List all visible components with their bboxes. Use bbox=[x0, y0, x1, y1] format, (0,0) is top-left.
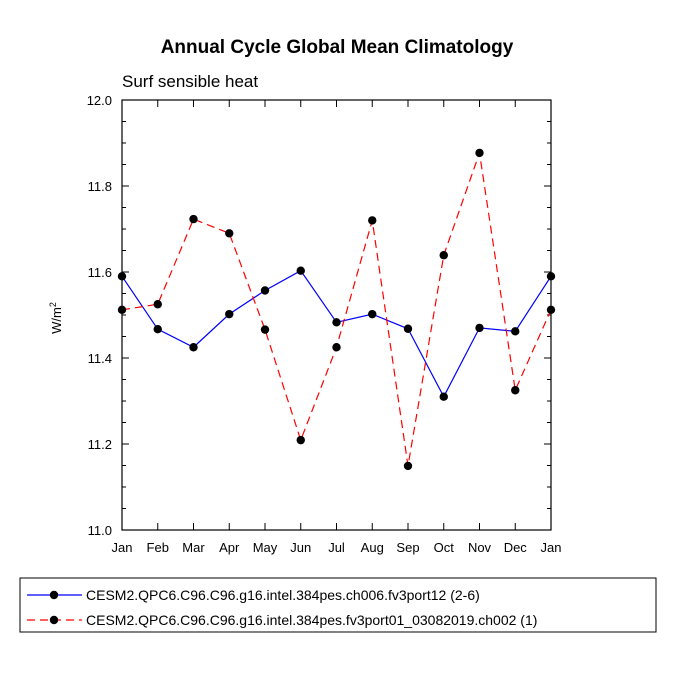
series-2-point bbox=[296, 435, 305, 445]
x-tick-label: Jan bbox=[541, 540, 562, 555]
legend: CESM2.QPC6.C96.C96.g16.intel.384pes.ch00… bbox=[19, 577, 657, 633]
series-1-point bbox=[511, 327, 520, 336]
series-group bbox=[117, 148, 556, 471]
plot-frame bbox=[121, 99, 552, 531]
x-tick-label: May bbox=[253, 540, 278, 555]
chart-subtitle: Surf sensible heat bbox=[122, 72, 258, 91]
y-tick-label: 11.4 bbox=[88, 351, 112, 366]
series-2-point bbox=[153, 300, 162, 309]
x-tick-label: Feb bbox=[147, 540, 169, 555]
legend-box bbox=[19, 577, 657, 633]
y-tick-label: 11.0 bbox=[88, 523, 112, 538]
x-tick-label: Jun bbox=[290, 540, 311, 555]
x-tick-label: Nov bbox=[468, 540, 492, 555]
series-1-point bbox=[368, 309, 377, 319]
legend-marker-2 bbox=[49, 615, 59, 625]
series-2-point bbox=[189, 214, 198, 224]
series-1-point bbox=[260, 286, 270, 295]
axis-ticks: 11.0 11.2 11.4 11.6 11.8 12.0 Jan Feb Mar Apr May J… bbox=[87, 93, 562, 555]
x-tick-label: Jan bbox=[112, 540, 133, 555]
x-tick-label: Aug bbox=[361, 540, 384, 555]
y-tick-label: 11.6 bbox=[88, 265, 112, 280]
legend-marker-1 bbox=[49, 590, 59, 600]
series-1-point bbox=[439, 392, 448, 401]
y-axis-label-unit: W/m bbox=[49, 307, 64, 334]
x-tick-label: Dec bbox=[504, 540, 528, 555]
series-1-point bbox=[225, 309, 234, 319]
series-1-point bbox=[153, 324, 162, 334]
legend-label-2: CESM2.QPC6.C96.C96.g16.intel.384pes.fv3p… bbox=[86, 612, 537, 628]
y-axis-label: W/m2 bbox=[48, 302, 64, 334]
series-line-2 bbox=[121, 152, 552, 467]
series-2-point bbox=[511, 386, 520, 395]
x-tick-label: Mar bbox=[182, 540, 205, 555]
series-1-point bbox=[296, 266, 305, 275]
series-1-point bbox=[475, 323, 484, 333]
series-2-point bbox=[225, 229, 234, 238]
series-1-point bbox=[189, 343, 198, 352]
series-2-point bbox=[403, 461, 413, 471]
chart-title: Annual Cycle Global Mean Climatology bbox=[161, 37, 514, 58]
x-tick-label: Sep bbox=[396, 540, 419, 555]
series-2-point bbox=[475, 148, 484, 158]
y-tick-label: 11.2 bbox=[88, 437, 112, 452]
x-tick-label: Apr bbox=[219, 540, 240, 555]
series-1-point bbox=[403, 324, 413, 333]
series-2-point bbox=[260, 325, 270, 334]
y-tick-label: 12.0 bbox=[87, 93, 112, 108]
series-2-point bbox=[368, 216, 377, 225]
series-1-point bbox=[332, 318, 341, 327]
series-2-point bbox=[332, 343, 341, 352]
y-tick-label: 11.8 bbox=[88, 179, 112, 194]
series-line-1 bbox=[121, 269, 552, 398]
series-2-point bbox=[439, 251, 448, 260]
x-tick-label: Jul bbox=[328, 540, 345, 555]
x-tick-label: Oct bbox=[434, 540, 455, 555]
y-axis-label-exponent: 2 bbox=[48, 302, 58, 307]
legend-label-1: CESM2.QPC6.C96.C96.g16.intel.384pes.ch00… bbox=[86, 587, 480, 603]
